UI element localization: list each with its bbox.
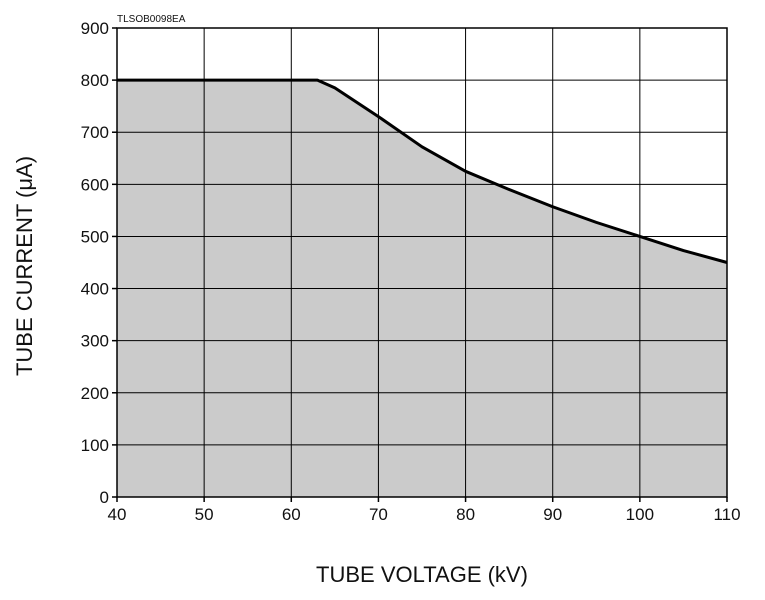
- y-tick-label: 700: [81, 123, 109, 142]
- x-axis-title: TUBE VOLTAGE (kV): [316, 562, 528, 587]
- x-tick-label: 110: [713, 505, 740, 524]
- y-axis-ticks: 0 100 200 300 400 500 600 700 800 900: [81, 19, 117, 507]
- x-tick-label: 90: [543, 505, 562, 524]
- y-tick-label: 100: [81, 436, 109, 455]
- x-tick-label: 60: [282, 505, 301, 524]
- y-tick-label: 400: [81, 280, 109, 299]
- y-tick-label: 900: [81, 19, 109, 38]
- x-axis-ticks: 40 50 60 70 80 90 100 110: [108, 497, 741, 524]
- figure-code-label: TLSOB0098EA: [117, 14, 186, 25]
- x-tick-label: 100: [626, 505, 654, 524]
- y-tick-label: 0: [100, 488, 109, 507]
- x-tick-label: 50: [195, 505, 214, 524]
- plot-area: [116, 27, 728, 498]
- y-tick-label: 300: [81, 332, 109, 351]
- y-tick-label: 600: [81, 175, 109, 194]
- series-line-0: [117, 78, 728, 264]
- y-tick-label: 500: [81, 227, 109, 246]
- y-axis-title: TUBE CURRENT (μA): [12, 156, 37, 376]
- y-tick-label: 200: [81, 384, 109, 403]
- x-tick-label: 40: [108, 505, 127, 524]
- x-tick-label: 80: [456, 505, 475, 524]
- plot-frame: [116, 27, 728, 498]
- y-tick-label: 800: [81, 71, 109, 90]
- x-tick-label: 70: [369, 505, 388, 524]
